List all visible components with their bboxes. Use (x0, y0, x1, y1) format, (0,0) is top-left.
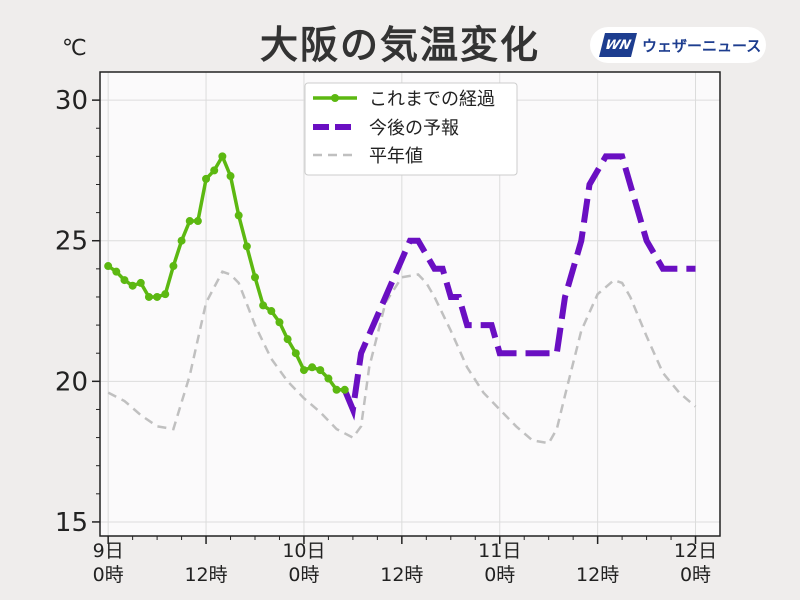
y-tick-label: 25 (55, 227, 88, 257)
x-tick-label-hour: 0時 (93, 564, 124, 586)
observed-point (112, 267, 121, 276)
observed-point (275, 318, 284, 327)
observed-point (193, 217, 202, 226)
series-line-forecast (341, 153, 696, 421)
observed-point (316, 366, 325, 375)
observed-point (210, 166, 219, 175)
observed-point (169, 262, 178, 271)
legend-label-forecast: 今後の予報 (369, 118, 459, 139)
observed-point (267, 307, 276, 316)
x-tick-label-day: 9日 (93, 540, 124, 562)
legend-label-observed: これまでの経過 (369, 89, 495, 110)
observed-point (283, 335, 292, 344)
x-tick-label-hour: 0時 (288, 564, 319, 586)
observed-point (104, 262, 113, 271)
legend-marker-observed (331, 94, 339, 102)
observed-point (234, 211, 243, 220)
chart-title: 大阪の気温変化 (259, 23, 540, 67)
series-line-normal (107, 270, 697, 445)
plot-frame (99, 71, 721, 537)
observed-point (332, 385, 341, 394)
observed-point (242, 242, 251, 251)
observed-point (251, 273, 259, 282)
weathernews-logo: WN ウェザーニュース (590, 27, 766, 63)
legend-box (304, 82, 518, 176)
observed-point (177, 236, 186, 245)
weathernews-logo-text: ウェザーニュース (642, 36, 762, 55)
observed-point (161, 290, 170, 299)
observed-point (291, 349, 300, 358)
observed-point (218, 152, 227, 161)
x-tick-label-hour: 12時 (184, 564, 227, 586)
observed-point (136, 278, 145, 287)
x-tick-label-hour: 12時 (380, 564, 423, 586)
observed-point (226, 172, 235, 181)
y-tick-label: 30 (55, 86, 88, 116)
x-tick-label-day: 12日 (674, 540, 717, 562)
x-tick-label-hour: 12時 (576, 564, 619, 586)
observed-point (202, 174, 211, 183)
observed-point (144, 292, 153, 301)
observed-point (128, 281, 137, 290)
y-tick-label: 15 (55, 508, 88, 538)
x-tick-label-hour: 0時 (484, 564, 515, 586)
observed-point (259, 301, 268, 310)
y-unit-label: ℃ (62, 36, 87, 61)
observed-point (153, 292, 162, 301)
y-tick-label: 20 (55, 367, 88, 397)
x-tick-label-day: 11日 (478, 540, 521, 562)
observed-point (299, 366, 308, 375)
observed-point (324, 374, 333, 383)
x-tick-label-day: 10日 (282, 540, 325, 562)
observed-point (308, 363, 317, 372)
observed-point (120, 276, 129, 285)
observed-point (340, 385, 349, 394)
legend-label-normal: 平年値 (369, 146, 423, 167)
x-tick-label-hour: 0時 (680, 564, 711, 586)
observed-point (185, 217, 194, 226)
